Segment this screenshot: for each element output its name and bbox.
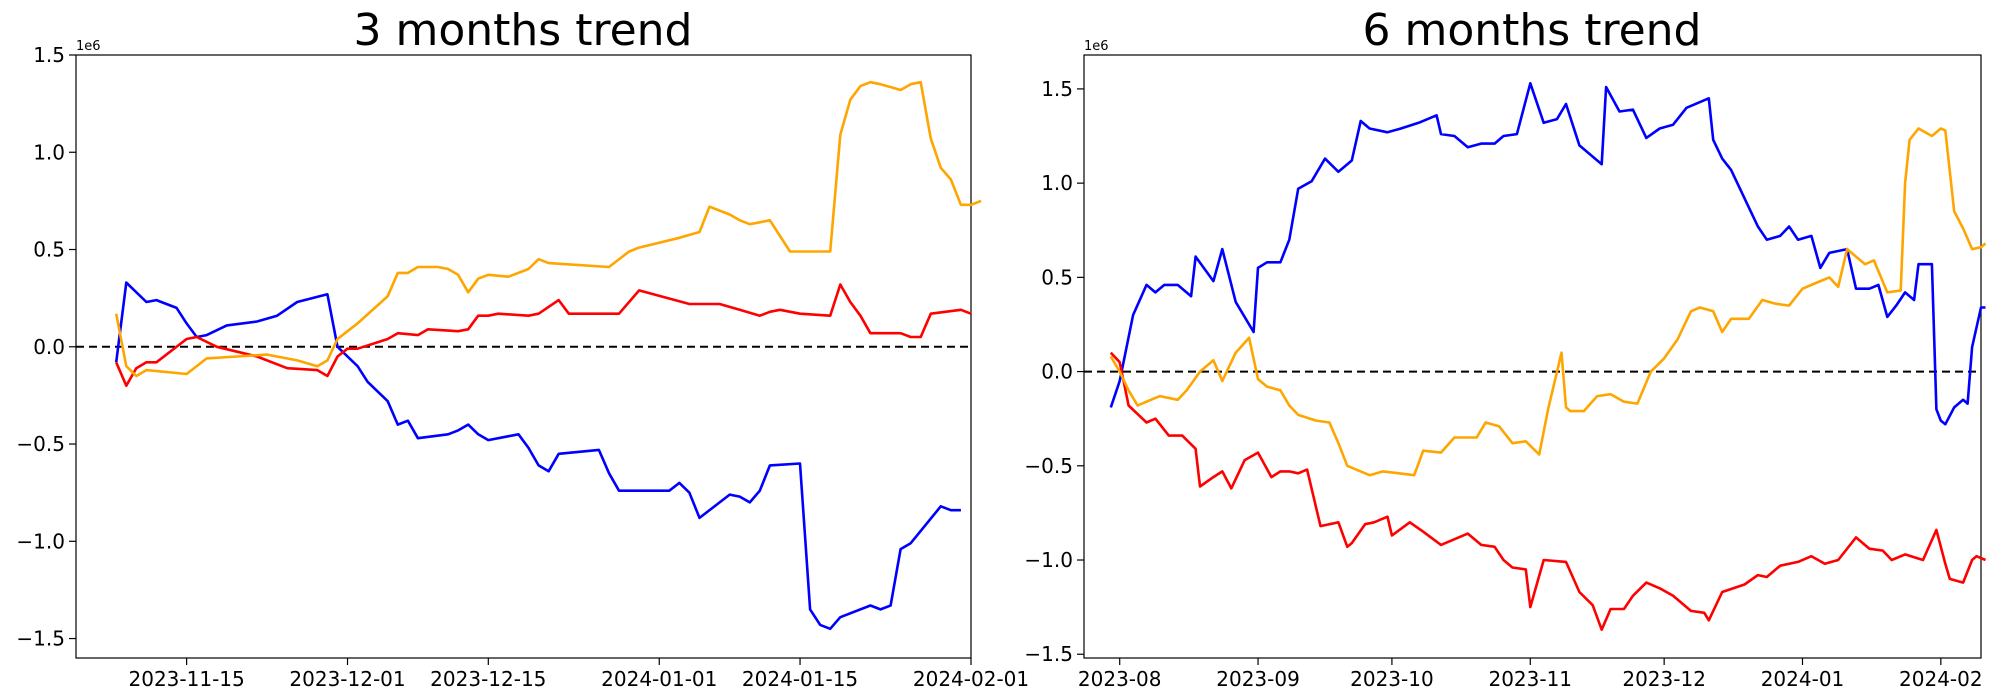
y-tick-label: 1.5	[33, 43, 65, 67]
x-tick-label: 2023-11-15	[129, 667, 245, 691]
series-group	[114, 80, 982, 631]
y-tick-label: −0.5	[1024, 454, 1073, 478]
chart-title: 6 months trend	[1363, 5, 1702, 56]
x-tick-label: 2024-01	[1761, 667, 1845, 691]
y-tick-label: −0.5	[16, 432, 65, 456]
x-tick-label: 2024-01-01	[601, 667, 717, 691]
series-line-blue	[1109, 82, 1986, 426]
y-tick-label: 1.0	[33, 140, 65, 164]
chart-title: 3 months trend	[354, 5, 693, 56]
y-axis-ticks: −1.5 −1.0 −0.5 0.0 0.5 1.0 1.5	[16, 43, 76, 651]
series-group	[1109, 82, 1987, 632]
x-tick-label: 2024-01-15	[742, 667, 858, 691]
x-tick-label: 2023-10	[1350, 667, 1434, 691]
x-tick-label: 2024-02-01	[913, 667, 1029, 691]
y-tick-label: −1.5	[1024, 642, 1073, 666]
y-axis-ticks: −1.5 −1.0 −0.5 0.0 0.5 1.0 1.5	[1024, 77, 1084, 666]
plot-area-frame	[1083, 54, 1982, 659]
y-tick-label: 1.5	[1041, 77, 1073, 101]
y-tick-label: −1.5	[16, 627, 65, 651]
x-axis-ticks: 2023-08 2023-09 2023-10 2023-11 2023-12 2024-…	[1078, 658, 1983, 691]
y-tick-label: 0.0	[1041, 360, 1073, 384]
x-tick-label: 2023-11	[1488, 667, 1572, 691]
y-offset-label: 1e6	[76, 39, 101, 54]
series-line-blue	[114, 281, 961, 631]
chart-panel-3-months: 3 months trend 1e6 −1.5 −1.0 −0.5 0.0 0.5 1.0…	[16, 5, 1029, 691]
y-tick-label: 1.0	[1041, 171, 1073, 195]
x-tick-label: 2023-12-15	[430, 667, 546, 691]
x-tick-label: 2023-12	[1622, 667, 1706, 691]
y-tick-label: 0.5	[1041, 265, 1073, 289]
y-tick-label: 0.0	[33, 335, 65, 359]
x-tick-label: 2023-12-01	[289, 667, 405, 691]
x-tick-label: 2023-09	[1216, 667, 1300, 691]
chart-panel-6-months: 6 months trend 1e6 −1.5 −1.0 −0.5 0.0 0.5 1.0…	[1024, 5, 1987, 691]
x-axis-ticks: 2023-11-15 2023-12-01 2023-12-15 2024-01-01…	[129, 658, 1029, 691]
y-offset-label: 1e6	[1084, 39, 1109, 54]
x-tick-label: 2024-02	[1899, 667, 1983, 691]
y-tick-label: 0.5	[33, 238, 65, 262]
y-tick-label: −1.0	[16, 529, 65, 553]
plot-area-frame	[75, 54, 972, 659]
x-tick-label: 2023-08	[1078, 667, 1162, 691]
y-tick-label: −1.0	[1024, 548, 1073, 572]
series-line-orange	[1109, 127, 1987, 477]
series-line-orange	[114, 80, 982, 378]
series-line-red	[1109, 351, 1987, 632]
